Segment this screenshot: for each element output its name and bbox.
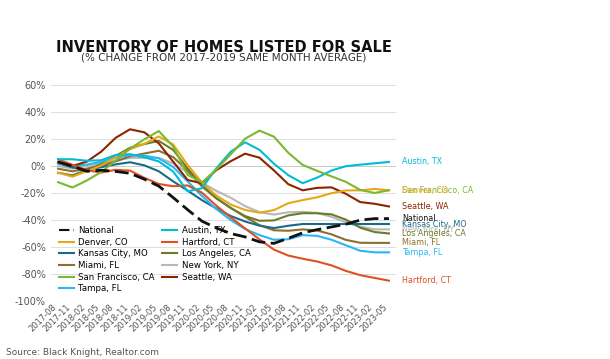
Text: Source: Black Knight, Realtor.com: Source: Black Knight, Realtor.com (6, 348, 159, 357)
Text: Kansas City, MO: Kansas City, MO (402, 219, 467, 229)
Text: Miami, FL: Miami, FL (402, 238, 440, 247)
Text: San Francisco, CA: San Francisco, CA (402, 186, 473, 195)
Text: Denver, CO: Denver, CO (402, 186, 448, 195)
Text: National: National (402, 214, 436, 223)
Text: (% CHANGE FROM 2017-2019 SAME MONTH AVERAGE): (% CHANGE FROM 2017-2019 SAME MONTH AVER… (81, 52, 366, 62)
Text: Seattle, WA: Seattle, WA (402, 202, 448, 211)
Text: Los Angeles, CA: Los Angeles, CA (402, 229, 465, 238)
Text: Hartford, CT: Hartford, CT (402, 276, 451, 285)
Text: Tampa, FL: Tampa, FL (402, 248, 442, 257)
Legend: National, Denver, CO, Kansas City, MO, Miami, FL, San Francisco, CA, Tampa, FL, : National, Denver, CO, Kansas City, MO, M… (55, 223, 254, 297)
Title: INVENTORY OF HOMES LISTED FOR SALE: INVENTORY OF HOMES LISTED FOR SALE (56, 40, 392, 55)
Text: New York, NY: New York, NY (402, 225, 454, 234)
Text: Austin, TX: Austin, TX (402, 158, 442, 167)
